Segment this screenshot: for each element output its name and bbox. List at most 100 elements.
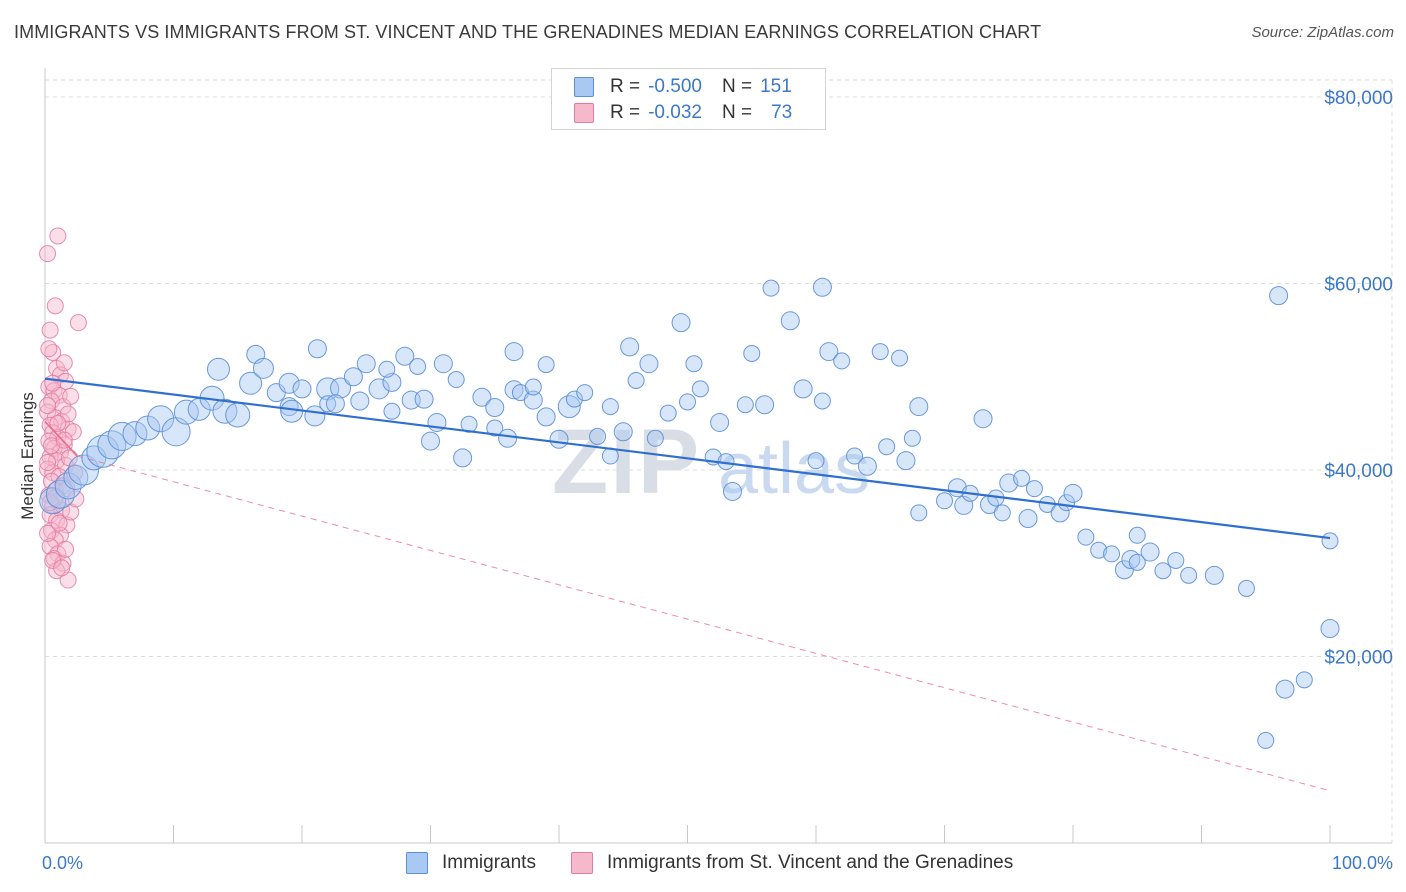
data-point-immigrants <box>206 357 230 381</box>
legend-n-label: N = <box>721 76 753 97</box>
data-point-immigrants <box>627 371 645 389</box>
legend-swatch-blue <box>406 852 428 874</box>
data-point-svg <box>48 562 66 580</box>
data-point-svg <box>53 559 71 577</box>
data-point-svg <box>42 437 60 455</box>
data-point-immigrants <box>239 371 263 395</box>
trend-line-svg-dashed <box>76 455 1331 792</box>
watermark-atlas: atlas <box>718 429 870 509</box>
data-point-immigrants <box>576 384 594 402</box>
data-point-immigrants <box>743 344 761 362</box>
data-point-svg <box>46 297 64 315</box>
x-tick-label-end: 100.0% <box>1332 853 1393 873</box>
data-point-immigrants <box>646 429 664 447</box>
data-point-immigrants <box>1128 553 1146 571</box>
data-point-immigrants <box>472 387 492 407</box>
data-point-svg <box>41 321 59 339</box>
tick-labels: $20,000 $40,000 $60,000 $80,000 0.0% 100.0% <box>42 88 1393 873</box>
y-tick-label: $20,000 <box>1324 648 1393 669</box>
data-point-immigrants <box>409 357 427 375</box>
data-point-immigrants <box>819 342 839 362</box>
data-point-immigrants <box>453 448 473 468</box>
blue-series-points <box>39 277 1340 749</box>
data-point-immigrants <box>1154 562 1172 580</box>
data-point-immigrants <box>414 389 434 409</box>
data-point-immigrants <box>122 421 148 447</box>
data-point-immigrants <box>993 504 1011 522</box>
axes <box>44 68 1392 844</box>
data-point-svg <box>39 245 57 263</box>
data-point-immigrants <box>1063 483 1083 503</box>
data-point-immigrants <box>63 464 89 490</box>
data-point-immigrants <box>54 472 82 500</box>
chart-title: IMMIGRANTS VS IMMIGRANTS FROM ST. VINCEN… <box>14 22 1042 42</box>
data-point-immigrants <box>1018 508 1038 528</box>
data-point-svg <box>57 540 75 558</box>
data-point-immigrants <box>722 481 742 501</box>
trend-lines <box>44 377 1331 792</box>
data-point-immigrants <box>350 391 370 411</box>
data-point-immigrants <box>498 428 518 448</box>
data-point-immigrants <box>589 427 607 445</box>
data-point-immigrants <box>319 395 337 413</box>
data-point-svg <box>55 354 73 372</box>
data-point-immigrants <box>807 452 825 470</box>
data-point-svg <box>49 414 67 432</box>
data-point-immigrants <box>343 367 363 387</box>
data-point-immigrants <box>485 398 505 418</box>
data-point-immigrants <box>601 398 619 416</box>
data-point-immigrants <box>833 352 851 370</box>
y-tick-label: $60,000 <box>1324 275 1393 296</box>
trend-line-immigrants <box>44 377 1331 540</box>
legend-n-label: N = <box>721 102 753 123</box>
data-point-immigrants <box>1237 579 1255 597</box>
data-point-immigrants <box>378 360 396 378</box>
data-point-svg <box>39 524 57 542</box>
data-point-immigrants <box>330 377 352 399</box>
data-point-immigrants <box>1077 528 1095 546</box>
data-point-immigrants <box>903 429 921 447</box>
data-point-immigrants <box>557 395 581 419</box>
data-point-immigrants <box>793 379 813 399</box>
data-point-immigrants <box>1013 469 1031 487</box>
trend-line-svg-solid <box>44 420 78 457</box>
data-point-immigrants <box>762 279 780 297</box>
legend-n-value: 151 <box>760 76 792 97</box>
data-point-immigrants <box>1321 532 1339 550</box>
data-point-immigrants <box>755 395 775 415</box>
data-point-immigrants <box>659 404 677 422</box>
data-point-immigrants <box>736 396 754 414</box>
data-point-immigrants <box>421 431 440 451</box>
data-point-immigrants <box>383 402 401 420</box>
data-point-immigrants <box>45 479 75 509</box>
data-point-immigrants <box>909 397 929 417</box>
data-point-immigrants <box>536 407 556 427</box>
data-point-immigrants <box>620 337 640 357</box>
legend-row-svg: R = -0.032 N = 73 <box>574 101 792 125</box>
legend-n-value: 73 <box>771 102 793 123</box>
data-point-immigrants <box>524 378 542 396</box>
data-point-immigrants <box>671 313 691 333</box>
data-point-immigrants <box>107 421 137 451</box>
x-tick-label-start: 0.0% <box>42 853 83 873</box>
data-point-immigrants <box>1103 545 1121 563</box>
data-point-immigrants <box>1295 671 1313 689</box>
data-point-immigrants <box>307 339 327 359</box>
data-point-svg <box>62 387 80 405</box>
data-point-immigrants <box>279 397 299 417</box>
legend-swatch-blue <box>574 77 594 97</box>
data-point-svg <box>69 314 87 332</box>
data-point-immigrants <box>679 393 696 411</box>
data-point-immigrants <box>1090 541 1108 559</box>
legend-label-svg: Immigrants from St. Vincent and the Gren… <box>607 852 1014 873</box>
legend-r-label: R = <box>610 102 641 123</box>
data-point-immigrants <box>278 372 300 394</box>
data-point-immigrants <box>1167 551 1185 569</box>
legend-r-label: R = <box>610 76 641 97</box>
data-point-immigrants <box>936 492 953 510</box>
legend-item-svg: Immigrants from St. Vincent and the Gren… <box>571 852 1013 874</box>
data-point-immigrants <box>813 392 831 410</box>
data-point-immigrants <box>356 354 376 374</box>
data-point-immigrants <box>846 447 864 465</box>
